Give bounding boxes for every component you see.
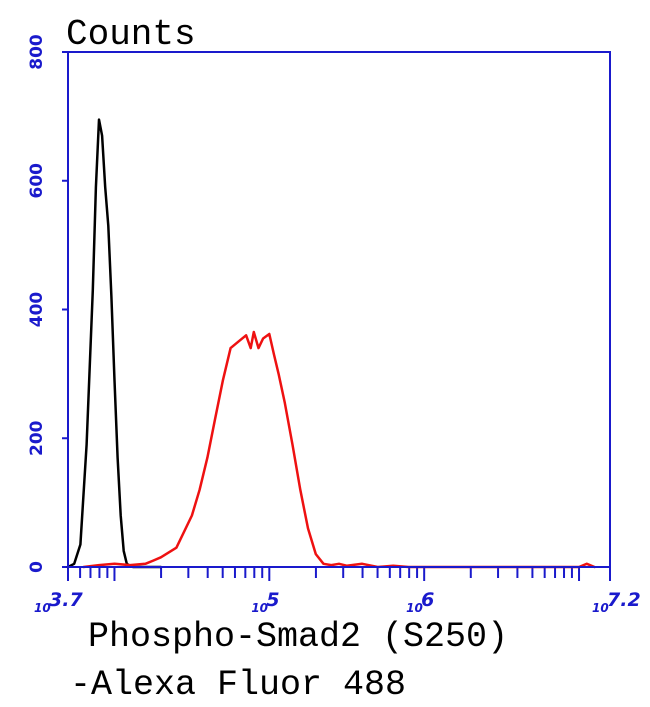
x-tick-label-exponent: 3.7 [49, 589, 83, 611]
x-axis-ticks: 103.7 105 106 107.2 [34, 567, 641, 615]
y-tick-label: 800 [27, 34, 47, 70]
y-tick-label: 200 [27, 420, 47, 456]
y-axis-title: Counts [66, 14, 196, 55]
x-axis-title-line-2: -Alexa Fluor 488 [70, 665, 406, 705]
series-layer [66, 118, 596, 569]
x-tick-label: 105 [251, 589, 279, 615]
x-tick-label: 106 [406, 589, 434, 615]
y-axis-ticks: 0 200 400 600 800 [27, 34, 68, 573]
x-tick-label-base: 10 [592, 601, 609, 615]
series-line-black [66, 118, 163, 569]
x-tick-label-exponent: 7.2 [607, 589, 641, 611]
x-tick-label: 103.7 [34, 589, 83, 615]
y-tick-label: 400 [27, 292, 47, 328]
series-line-red [82, 330, 596, 569]
x-tick-label-exponent: 5 [266, 589, 279, 611]
x-tick-label-base: 10 [251, 601, 268, 615]
x-tick-label: 107.2 [592, 589, 641, 615]
x-axis-title-line-1: Phospho-Smad2 (S250) [88, 617, 508, 657]
y-tick-label: 0 [27, 561, 47, 573]
x-tick-label-exponent: 6 [421, 589, 434, 611]
plot-frame [67, 51, 611, 568]
y-tick-label: 600 [27, 163, 47, 199]
x-tick-label-base: 10 [406, 601, 423, 615]
x-tick-label-base: 10 [34, 601, 51, 615]
